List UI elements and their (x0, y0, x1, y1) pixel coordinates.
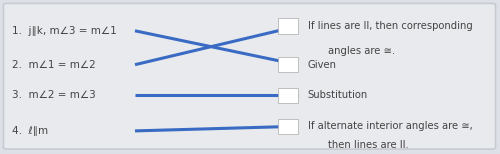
Text: 4.  ℓ∥m: 4. ℓ∥m (12, 126, 49, 136)
Text: Substitution: Substitution (308, 91, 368, 100)
FancyBboxPatch shape (278, 57, 297, 72)
Text: If alternate interior angles are ≅,: If alternate interior angles are ≅, (308, 121, 472, 131)
Text: 2.  m∠1 = m∠2: 2. m∠1 = m∠2 (12, 60, 96, 70)
Text: then lines are ll.: then lines are ll. (328, 140, 408, 150)
Text: Given: Given (308, 60, 336, 70)
Text: 1.  j∥k, m∠3 = m∠1: 1. j∥k, m∠3 = m∠1 (12, 26, 117, 36)
FancyBboxPatch shape (278, 18, 297, 34)
FancyBboxPatch shape (4, 3, 496, 149)
Text: If lines are ll, then corresponding: If lines are ll, then corresponding (308, 21, 472, 31)
Text: angles are ≅.: angles are ≅. (328, 46, 394, 56)
FancyBboxPatch shape (278, 119, 297, 134)
Text: 3.  m∠2 = m∠3: 3. m∠2 = m∠3 (12, 91, 96, 100)
FancyBboxPatch shape (278, 88, 297, 103)
